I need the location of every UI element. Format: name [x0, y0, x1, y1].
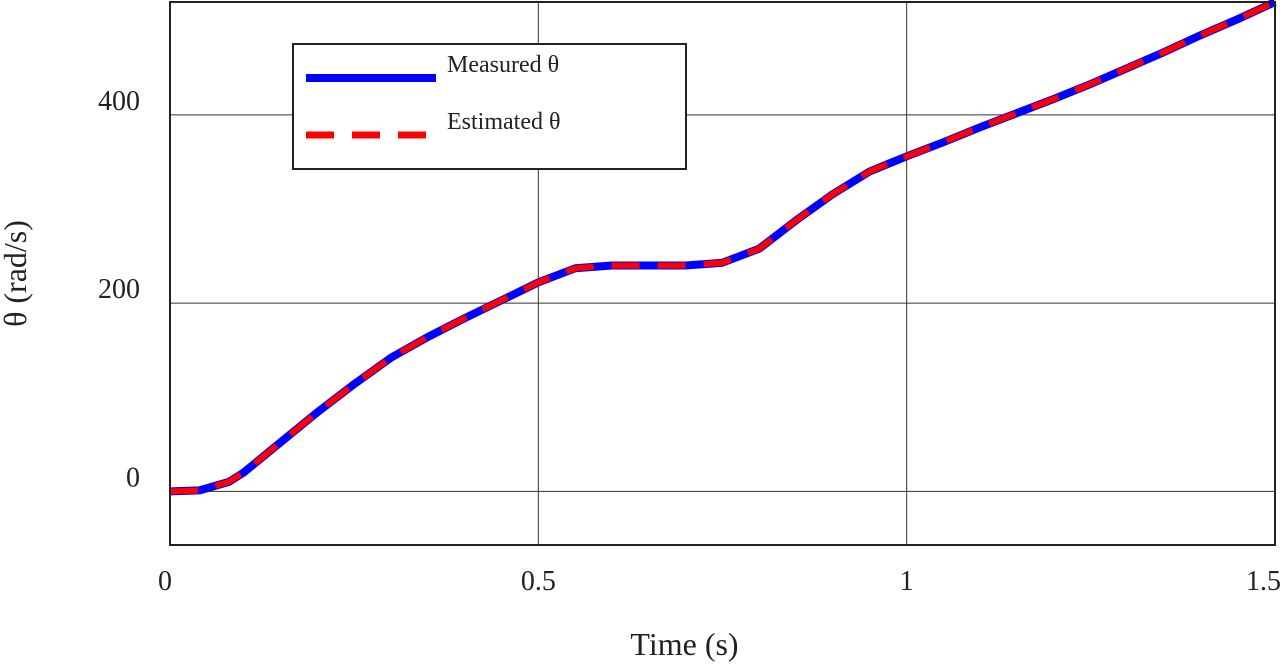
legend-box [292, 43, 687, 170]
x-axis-label: Time (s) [630, 626, 738, 662]
x-tick-label: 0.5 [521, 566, 556, 597]
legend: Measured θ Estimated θ [292, 43, 687, 170]
x-tick-label: 1.5 [1246, 566, 1280, 597]
y-tick-label: 200 [98, 274, 140, 305]
series-layer [169, 0, 1277, 496]
y-tick-label: 0 [126, 462, 140, 493]
legend-label-estimated: Estimated θ [447, 109, 560, 135]
series-line-estimated [169, 0, 1277, 495]
legend-label-measured: Measured θ [447, 52, 559, 78]
y-axis-label: θ (rad/s) [0, 220, 33, 327]
x-tick-label: 1 [900, 566, 914, 597]
y-tick-label: 400 [98, 86, 140, 117]
plot-area-frame [169, 1, 1276, 546]
tick-labels: 0 0.5 1 1.5 0 200 400 [98, 86, 1280, 597]
x-tick-label: 0 [158, 566, 172, 597]
